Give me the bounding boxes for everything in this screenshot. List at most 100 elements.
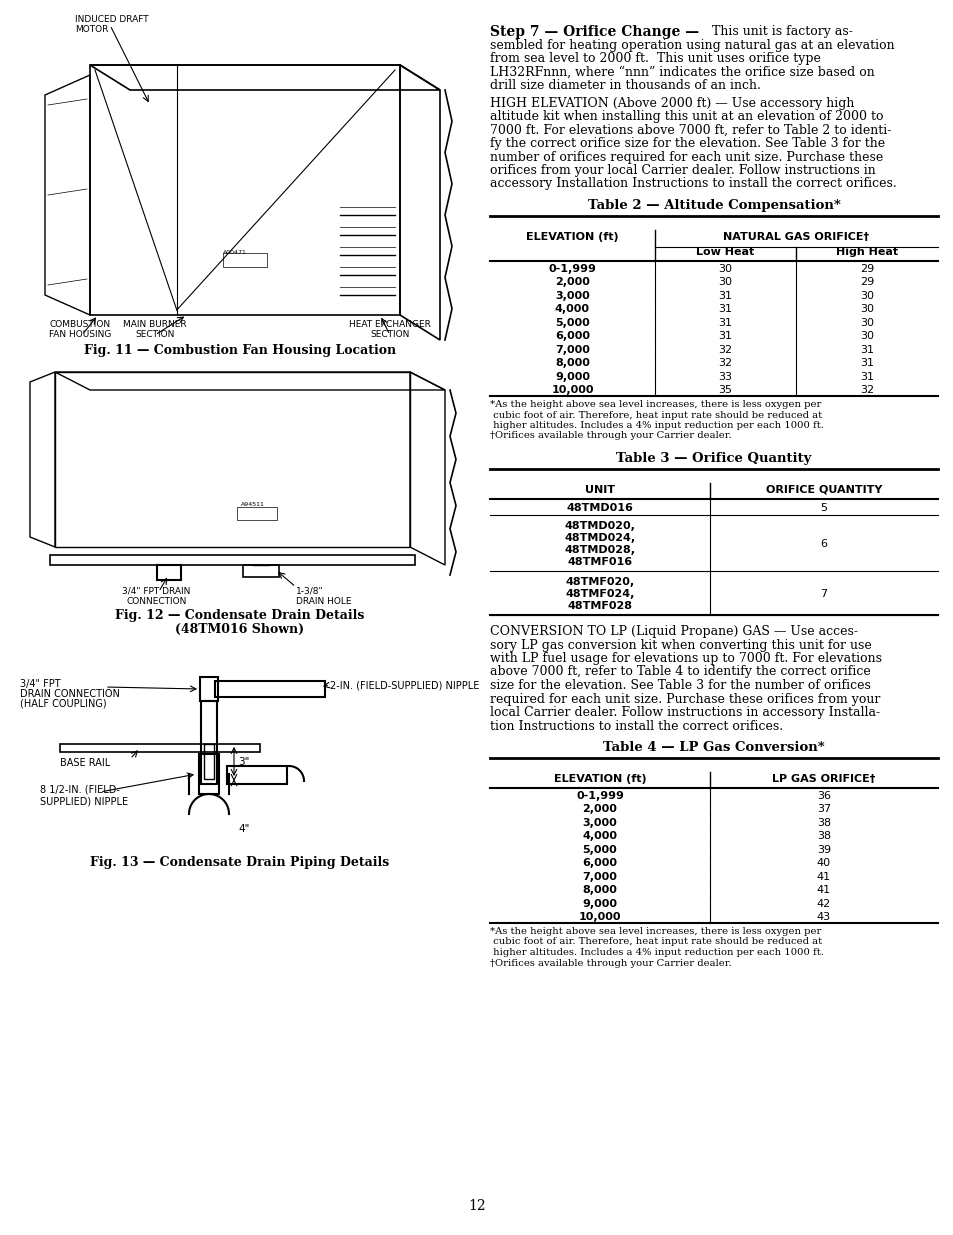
Text: 40: 40 xyxy=(816,858,830,868)
Text: 6: 6 xyxy=(820,538,826,550)
Text: ELEVATION (ft): ELEVATION (ft) xyxy=(526,232,618,242)
Text: 7,000: 7,000 xyxy=(555,345,589,354)
Text: drill size diameter in thousands of an inch.: drill size diameter in thousands of an i… xyxy=(490,79,760,91)
Bar xyxy=(50,555,415,564)
Text: Fig. 11 — Combustion Fan Housing Location: Fig. 11 — Combustion Fan Housing Locatio… xyxy=(84,345,395,357)
Text: 30: 30 xyxy=(859,317,873,327)
Text: orifices from your local Carrier dealer. Follow instructions in: orifices from your local Carrier dealer.… xyxy=(490,164,875,177)
Text: 30: 30 xyxy=(859,290,873,301)
Text: 8 1/2-IN. (FIELD-: 8 1/2-IN. (FIELD- xyxy=(40,784,120,794)
Text: 32: 32 xyxy=(859,385,873,395)
Text: High Heat: High Heat xyxy=(835,247,897,257)
Text: 2-IN. (FIELD-SUPPLIED) NIPPLE: 2-IN. (FIELD-SUPPLIED) NIPPLE xyxy=(330,680,478,692)
Text: 31: 31 xyxy=(718,290,732,301)
Bar xyxy=(201,701,216,784)
Text: 38: 38 xyxy=(816,831,830,841)
Text: above 7000 ft, refer to Table 4 to identify the correct orifice: above 7000 ft, refer to Table 4 to ident… xyxy=(490,666,870,678)
Text: sory LP gas conversion kit when converting this unit for use: sory LP gas conversion kit when converti… xyxy=(490,638,871,652)
Text: 32: 32 xyxy=(718,358,732,368)
Text: cubic foot of air. Therefore, heat input rate should be reduced at: cubic foot of air. Therefore, heat input… xyxy=(490,410,821,420)
Text: 31: 31 xyxy=(718,317,732,327)
Text: ELEVATION (ft): ELEVATION (ft) xyxy=(553,774,645,784)
Text: DRAIN CONNECTION: DRAIN CONNECTION xyxy=(20,689,120,699)
Text: 4,000: 4,000 xyxy=(582,831,617,841)
Text: 3,000: 3,000 xyxy=(555,290,589,301)
Text: 30: 30 xyxy=(859,304,873,314)
Text: 48TMF020,: 48TMF020, xyxy=(565,577,634,587)
Text: 38: 38 xyxy=(816,818,830,827)
Text: 10,000: 10,000 xyxy=(551,385,593,395)
Text: 1-3/8": 1-3/8" xyxy=(295,587,323,597)
Text: Step 7 — Orifice Change —: Step 7 — Orifice Change — xyxy=(490,25,699,40)
Text: sembled for heating operation using natural gas at an elevation: sembled for heating operation using natu… xyxy=(490,38,894,52)
Text: 3": 3" xyxy=(237,757,249,767)
Text: 48TMD016: 48TMD016 xyxy=(566,503,633,513)
Text: 5,000: 5,000 xyxy=(555,317,589,327)
Text: LH32RFnnn, where “nnn” indicates the orifice size based on: LH32RFnnn, where “nnn” indicates the ori… xyxy=(490,65,874,79)
Text: 48TMF024,: 48TMF024, xyxy=(565,589,634,599)
Text: 8,000: 8,000 xyxy=(582,885,617,895)
Text: higher altitudes. Includes a 4% input reduction per each 1000 ft.: higher altitudes. Includes a 4% input re… xyxy=(490,421,823,430)
Text: †Orifices available through your Carrier dealer.: †Orifices available through your Carrier… xyxy=(490,958,731,967)
Bar xyxy=(200,677,218,701)
Text: 35: 35 xyxy=(718,385,732,395)
Text: Low Heat: Low Heat xyxy=(696,247,754,257)
Text: MOTOR: MOTOR xyxy=(75,25,109,35)
Text: 3/4" FPT: 3/4" FPT xyxy=(20,679,61,689)
Bar xyxy=(55,372,410,547)
Text: 41: 41 xyxy=(816,885,830,895)
Text: 30: 30 xyxy=(718,264,732,274)
Text: 37: 37 xyxy=(816,804,830,814)
Text: CONNECTION: CONNECTION xyxy=(127,597,187,606)
Bar xyxy=(223,253,267,267)
Text: Table 2 — Altitude Compensation*: Table 2 — Altitude Compensation* xyxy=(587,199,840,212)
Text: 7000 ft. For elevations above 7000 ft, refer to Table 2 to identi-: 7000 ft. For elevations above 7000 ft, r… xyxy=(490,124,890,137)
Text: 31: 31 xyxy=(718,331,732,341)
Text: 48TMD028,: 48TMD028, xyxy=(564,545,635,555)
Text: 4": 4" xyxy=(237,824,249,834)
Text: *As the height above sea level increases, there is less oxygen per: *As the height above sea level increases… xyxy=(490,927,821,936)
Text: 10,000: 10,000 xyxy=(578,913,620,923)
Text: 6,000: 6,000 xyxy=(555,331,589,341)
Text: (HALF COUPLING): (HALF COUPLING) xyxy=(20,699,107,709)
Text: Table 3 — Orifice Quantity: Table 3 — Orifice Quantity xyxy=(616,452,811,466)
Text: 39: 39 xyxy=(816,845,830,855)
Text: 31: 31 xyxy=(859,345,873,354)
Text: 12: 12 xyxy=(468,1199,485,1213)
Text: †Orifices available through your Carrier dealer.: †Orifices available through your Carrier… xyxy=(490,431,731,441)
Text: accessory Installation Instructions to install the correct orifices.: accessory Installation Instructions to i… xyxy=(490,178,896,190)
Bar xyxy=(90,65,399,315)
Text: 5: 5 xyxy=(820,503,826,513)
Text: FAN HOUSING: FAN HOUSING xyxy=(49,330,112,338)
Text: NATURAL GAS ORIFICE†: NATURAL GAS ORIFICE† xyxy=(722,232,868,242)
Text: 7,000: 7,000 xyxy=(582,872,617,882)
Text: Fig. 12 — Condensate Drain Details: Fig. 12 — Condensate Drain Details xyxy=(115,609,364,622)
Text: 41: 41 xyxy=(816,872,830,882)
Text: 43: 43 xyxy=(816,913,830,923)
Text: 3/4" FPT DRAIN: 3/4" FPT DRAIN xyxy=(122,587,191,597)
Text: from sea level to 2000 ft.  This unit uses orifice type: from sea level to 2000 ft. This unit use… xyxy=(490,52,820,65)
Text: SUPPLIED) NIPPLE: SUPPLIED) NIPPLE xyxy=(40,797,128,806)
Text: 31: 31 xyxy=(859,372,873,382)
Text: cubic foot of air. Therefore, heat input rate should be reduced at: cubic foot of air. Therefore, heat input… xyxy=(490,937,821,946)
Text: 48TMF028: 48TMF028 xyxy=(567,601,632,611)
Bar xyxy=(237,508,277,520)
Text: 32: 32 xyxy=(718,345,732,354)
Text: Fig. 13 — Condensate Drain Piping Details: Fig. 13 — Condensate Drain Piping Detail… xyxy=(91,856,389,869)
Text: altitude kit when installing this unit at an elevation of 2000 to: altitude kit when installing this unit a… xyxy=(490,110,882,124)
Text: CONVERSION TO LP (Liquid Propane) GAS — Use acces-: CONVERSION TO LP (Liquid Propane) GAS — … xyxy=(490,625,857,638)
Text: 42: 42 xyxy=(816,899,830,909)
Text: 31: 31 xyxy=(859,358,873,368)
Text: 9,000: 9,000 xyxy=(555,372,589,382)
Text: fy the correct orifice size for the elevation. See Table 3 for the: fy the correct orifice size for the elev… xyxy=(490,137,884,149)
Bar xyxy=(199,755,219,794)
Text: Table 4 — LP Gas Conversion*: Table 4 — LP Gas Conversion* xyxy=(602,741,824,755)
Bar xyxy=(156,564,180,580)
Text: 9,000: 9,000 xyxy=(582,899,617,909)
Text: 29: 29 xyxy=(859,277,873,288)
Text: local Carrier dealer. Follow instructions in accessory Installa-: local Carrier dealer. Follow instruction… xyxy=(490,706,880,719)
Text: HIGH ELEVATION (Above 2000 ft) — Use accessory high: HIGH ELEVATION (Above 2000 ft) — Use acc… xyxy=(490,96,854,110)
Text: 48TMD020,: 48TMD020, xyxy=(564,521,635,531)
Text: (48TM016 Shown): (48TM016 Shown) xyxy=(175,622,304,636)
Text: 2,000: 2,000 xyxy=(582,804,617,814)
